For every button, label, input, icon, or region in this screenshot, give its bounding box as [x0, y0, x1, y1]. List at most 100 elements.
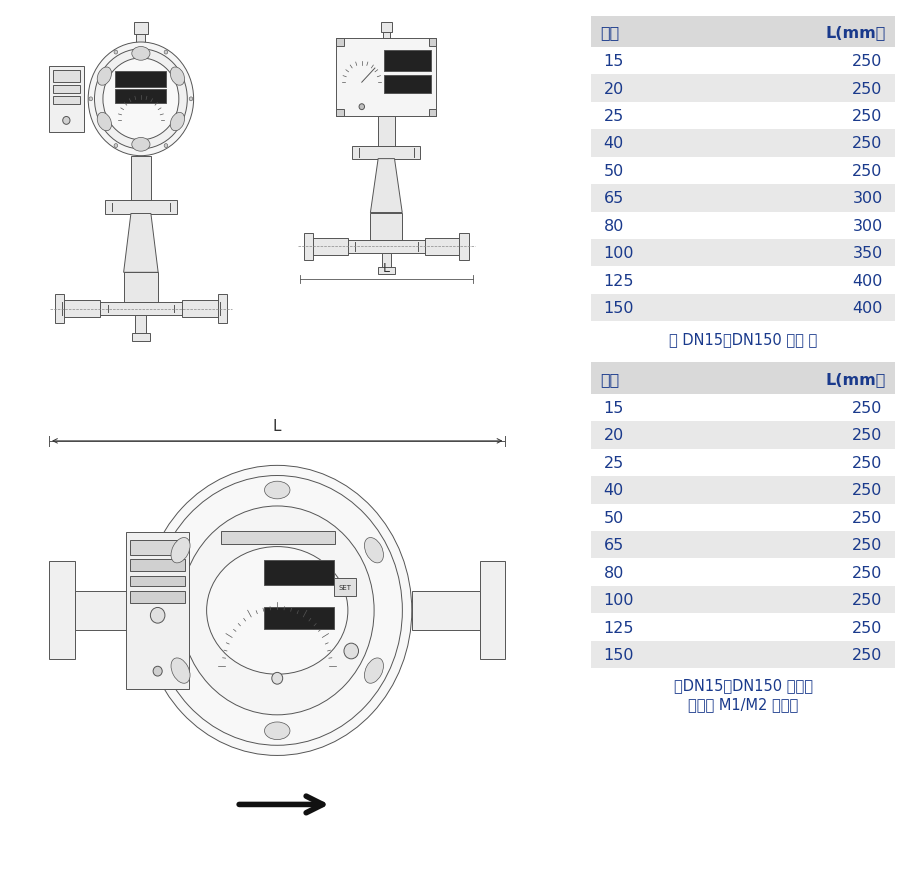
Ellipse shape — [132, 138, 150, 152]
Bar — [591, 103, 737, 130]
Ellipse shape — [206, 547, 348, 674]
Ellipse shape — [171, 658, 190, 684]
Circle shape — [189, 98, 193, 102]
Bar — [130, 591, 185, 603]
Bar — [130, 560, 185, 572]
Bar — [737, 476, 895, 504]
Bar — [64, 301, 100, 318]
Bar — [591, 421, 737, 449]
Text: 350: 350 — [853, 246, 883, 261]
Bar — [737, 449, 895, 476]
Bar — [313, 239, 347, 255]
Text: 100: 100 — [604, 593, 634, 607]
Bar — [737, 185, 895, 212]
Bar — [412, 591, 480, 630]
Bar — [591, 17, 737, 48]
Text: 125: 125 — [604, 274, 634, 289]
Bar — [125, 533, 189, 689]
Text: 25: 25 — [604, 109, 624, 124]
Circle shape — [153, 667, 162, 676]
Text: 口径: 口径 — [600, 371, 619, 386]
Text: 250: 250 — [853, 54, 883, 69]
Ellipse shape — [265, 722, 290, 740]
Text: SET: SET — [338, 585, 351, 591]
Bar — [49, 561, 75, 660]
Text: 65: 65 — [604, 538, 624, 553]
Bar — [136, 35, 145, 43]
Circle shape — [143, 466, 412, 755]
Bar — [591, 587, 737, 614]
Text: 250: 250 — [853, 620, 883, 635]
Bar — [347, 241, 425, 254]
Bar — [737, 614, 895, 641]
Bar — [382, 254, 391, 269]
Bar — [53, 71, 80, 83]
Bar — [304, 234, 313, 260]
Bar — [459, 234, 468, 260]
Bar — [75, 591, 143, 630]
Bar — [425, 239, 459, 255]
Bar — [591, 476, 737, 504]
Bar — [591, 641, 737, 668]
Bar — [591, 363, 737, 395]
Text: 65: 65 — [604, 191, 624, 206]
Text: 100: 100 — [604, 246, 634, 261]
Bar — [591, 212, 737, 240]
Text: 50: 50 — [604, 163, 624, 179]
Bar — [264, 607, 334, 629]
Circle shape — [150, 607, 165, 623]
Text: 80: 80 — [604, 565, 624, 580]
Bar — [591, 267, 737, 295]
Bar — [591, 395, 737, 421]
Text: 400: 400 — [853, 301, 883, 315]
Bar — [429, 39, 436, 47]
Circle shape — [359, 104, 365, 110]
Bar — [384, 50, 431, 72]
Circle shape — [95, 50, 187, 149]
Text: 250: 250 — [853, 428, 883, 443]
Bar — [130, 541, 185, 555]
Bar — [737, 295, 895, 322]
Ellipse shape — [170, 113, 185, 131]
Text: 125: 125 — [604, 620, 634, 635]
Text: L: L — [273, 419, 282, 434]
Text: 20: 20 — [604, 82, 624, 96]
Text: 250: 250 — [853, 565, 883, 580]
Bar — [737, 212, 895, 240]
Ellipse shape — [97, 113, 112, 131]
Text: 250: 250 — [853, 163, 883, 179]
Circle shape — [272, 673, 283, 685]
Bar — [384, 76, 431, 94]
Bar — [336, 109, 344, 117]
Bar — [737, 559, 895, 587]
Text: 250: 250 — [853, 510, 883, 525]
Text: 250: 250 — [853, 483, 883, 498]
Text: 40: 40 — [604, 483, 624, 498]
Bar — [370, 213, 402, 241]
Bar — [591, 185, 737, 212]
Text: 150: 150 — [604, 301, 634, 315]
Bar — [737, 157, 895, 185]
Bar — [591, 532, 737, 559]
Text: 300: 300 — [853, 191, 883, 206]
Bar — [737, 267, 895, 295]
Bar — [134, 23, 148, 35]
Bar — [115, 72, 166, 88]
Text: 250: 250 — [853, 593, 883, 607]
Circle shape — [89, 98, 93, 102]
Bar — [737, 48, 895, 76]
Bar — [591, 157, 737, 185]
Text: 400: 400 — [853, 274, 883, 289]
Bar — [737, 532, 895, 559]
Bar — [221, 531, 335, 545]
Bar — [336, 39, 344, 47]
Ellipse shape — [265, 481, 290, 500]
Text: L(mm）: L(mm） — [826, 24, 886, 40]
Bar — [124, 273, 158, 302]
Bar — [352, 147, 420, 159]
Bar — [264, 560, 334, 586]
Text: 20: 20 — [604, 428, 624, 443]
Bar — [429, 109, 436, 117]
Circle shape — [180, 507, 375, 715]
Text: 80: 80 — [604, 218, 624, 234]
